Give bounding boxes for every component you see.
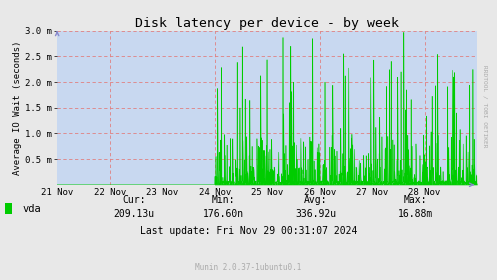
Title: Disk latency per device - by week: Disk latency per device - by week bbox=[135, 17, 399, 30]
Text: Munin 2.0.37-1ubuntu0.1: Munin 2.0.37-1ubuntu0.1 bbox=[195, 263, 302, 272]
Text: 16.88m: 16.88m bbox=[398, 209, 432, 219]
Text: Max:: Max: bbox=[403, 195, 427, 205]
Text: RRDTOOL / TOBI OETIKER: RRDTOOL / TOBI OETIKER bbox=[482, 65, 487, 148]
Text: Min:: Min: bbox=[212, 195, 236, 205]
Text: vda: vda bbox=[22, 204, 41, 214]
Text: 209.13u: 209.13u bbox=[114, 209, 155, 219]
Text: 176.60n: 176.60n bbox=[203, 209, 244, 219]
Text: Last update: Fri Nov 29 00:31:07 2024: Last update: Fri Nov 29 00:31:07 2024 bbox=[140, 226, 357, 236]
Text: 336.92u: 336.92u bbox=[295, 209, 336, 219]
Text: Cur:: Cur: bbox=[122, 195, 146, 205]
Text: Avg:: Avg: bbox=[304, 195, 328, 205]
Y-axis label: Average IO Wait (seconds): Average IO Wait (seconds) bbox=[13, 41, 22, 175]
